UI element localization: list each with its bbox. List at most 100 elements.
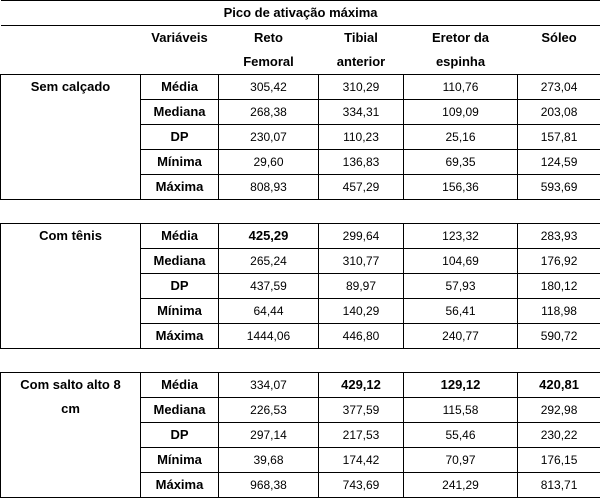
value-cell: 968,38 — [219, 473, 319, 498]
page: {"title": "Pico de ativação máxima", "he… — [0, 0, 600, 483]
header-empty — [1, 26, 141, 75]
value-cell: 590,72 — [518, 324, 600, 349]
value-cell: 808,93 — [219, 175, 319, 200]
value-cell: 109,09 — [404, 100, 518, 125]
value-cell: 429,12 — [319, 373, 404, 398]
text-line: Com salto alto 8 — [1, 373, 140, 397]
value-cell: 230,07 — [219, 125, 319, 150]
value-cell: 265,24 — [219, 249, 319, 274]
value-cell: 156,36 — [404, 175, 518, 200]
value-cell: 268,38 — [219, 100, 319, 125]
value-cell: 743,69 — [319, 473, 404, 498]
value-cell: 1444,06 — [219, 324, 319, 349]
value-cell: 129,12 — [404, 373, 518, 398]
value-cell: 123,32 — [404, 224, 518, 249]
text-line: anterior — [319, 50, 404, 74]
table-title: Pico de ativação máxima — [1, 1, 600, 26]
value-cell: 89,97 — [319, 274, 404, 299]
value-cell: 124,59 — [518, 150, 600, 175]
value-cell: 292,98 — [518, 398, 600, 423]
value-cell: 310,77 — [319, 249, 404, 274]
value-cell: 174,42 — [319, 448, 404, 473]
value-cell: 118,98 — [518, 299, 600, 324]
stat-label: Mediana — [141, 249, 219, 274]
value-cell: 39,68 — [219, 448, 319, 473]
group-label: Sem calçado — [1, 75, 141, 200]
value-cell: 446,80 — [319, 324, 404, 349]
value-cell: 25,16 — [404, 125, 518, 150]
value-cell: 241,29 — [404, 473, 518, 498]
stat-label: Máxima — [141, 324, 219, 349]
value-cell: 69,35 — [404, 150, 518, 175]
value-cell: 104,69 — [404, 249, 518, 274]
value-cell: 29,60 — [219, 150, 319, 175]
value-cell: 110,76 — [404, 75, 518, 100]
value-cell: 57,93 — [404, 274, 518, 299]
value-cell: 180,12 — [518, 274, 600, 299]
value-cell: 283,93 — [518, 224, 600, 249]
value-cell: 226,53 — [219, 398, 319, 423]
stat-label: DP — [141, 125, 219, 150]
value-cell: 203,08 — [518, 100, 600, 125]
text-line: Sóleo — [518, 26, 600, 50]
value-cell: 240,77 — [404, 324, 518, 349]
text-line: Sem calçado — [1, 75, 140, 99]
value-cell: 425,29 — [219, 224, 319, 249]
value-cell: 70,97 — [404, 448, 518, 473]
value-cell: 334,31 — [319, 100, 404, 125]
title-row: Pico de ativação máxima — [1, 1, 600, 26]
stat-label: Máxima — [141, 175, 219, 200]
value-cell: 176,15 — [518, 448, 600, 473]
stat-label: Média — [141, 373, 219, 398]
value-cell: 420,81 — [518, 373, 600, 398]
stat-label: Mínima — [141, 150, 219, 175]
stat-label: Mínima — [141, 299, 219, 324]
value-cell: 593,69 — [518, 175, 600, 200]
stat-label: Máxima — [141, 473, 219, 498]
text-line: Eretor da — [404, 26, 518, 50]
value-cell: 56,41 — [404, 299, 518, 324]
spacer — [1, 349, 600, 373]
value-cell: 297,14 — [219, 423, 319, 448]
value-cell: 136,83 — [319, 150, 404, 175]
value-cell: 64,44 — [219, 299, 319, 324]
text-line: Femoral — [219, 50, 319, 74]
value-cell: 310,29 — [319, 75, 404, 100]
stat-label: Mediana — [141, 398, 219, 423]
group-label: Com tênis — [1, 224, 141, 349]
value-cell: 377,59 — [319, 398, 404, 423]
header-cell: Sóleo — [518, 26, 600, 75]
spacer-row — [1, 349, 600, 373]
value-cell: 813,71 — [518, 473, 600, 498]
text-line: espinha — [404, 50, 518, 74]
value-cell: 110,23 — [319, 125, 404, 150]
value-cell: 55,46 — [404, 423, 518, 448]
value-cell: 305,42 — [219, 75, 319, 100]
value-cell: 457,29 — [319, 175, 404, 200]
value-cell: 437,59 — [219, 274, 319, 299]
stat-label: Média — [141, 75, 219, 100]
text-line: Reto — [219, 26, 319, 50]
value-cell: 140,29 — [319, 299, 404, 324]
text-line: Tibial — [319, 26, 404, 50]
text-line: cm — [1, 397, 140, 421]
value-cell: 217,53 — [319, 423, 404, 448]
header-stat: Variáveis — [141, 26, 219, 75]
stat-label: DP — [141, 423, 219, 448]
value-cell: 273,04 — [518, 75, 600, 100]
value-cell: 176,92 — [518, 249, 600, 274]
stat-label: Mínima — [141, 448, 219, 473]
value-cell: 230,22 — [518, 423, 600, 448]
spacer-row — [1, 200, 600, 224]
spacer — [1, 200, 600, 224]
stat-label: DP — [141, 274, 219, 299]
value-cell: 299,64 — [319, 224, 404, 249]
